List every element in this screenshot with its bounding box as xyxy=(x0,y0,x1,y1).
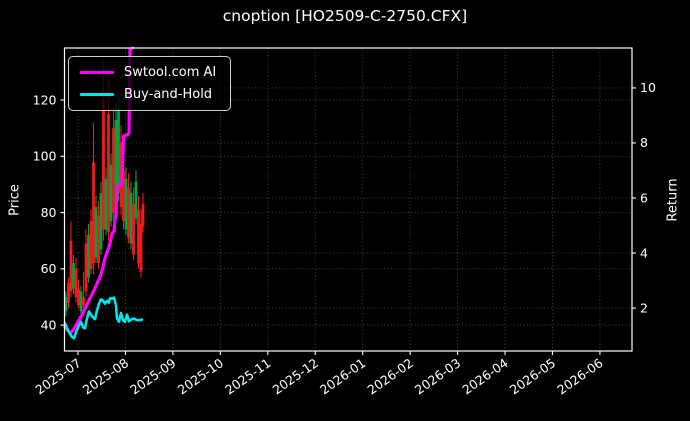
svg-text:10: 10 xyxy=(640,80,656,95)
svg-text:100: 100 xyxy=(33,149,57,164)
svg-text:40: 40 xyxy=(41,317,57,332)
svg-text:2025-11: 2025-11 xyxy=(222,355,273,397)
svg-text:2026-05: 2026-05 xyxy=(507,355,558,397)
svg-text:2025-08: 2025-08 xyxy=(80,355,131,397)
svg-text:8: 8 xyxy=(640,135,648,150)
svg-text:80: 80 xyxy=(41,205,57,220)
svg-text:2025-10: 2025-10 xyxy=(175,355,226,397)
legend-label: Buy-and-Hold xyxy=(124,87,213,102)
svg-text:2025-09: 2025-09 xyxy=(127,355,178,397)
legend-item-buy-and-hold: Buy-and-Hold xyxy=(80,87,216,102)
svg-text:4: 4 xyxy=(640,245,648,260)
chart-title: cnoption [HO2509-C-2750.CFX] xyxy=(222,7,468,25)
svg-text:2026-06: 2026-06 xyxy=(554,355,605,397)
svg-text:2025-07: 2025-07 xyxy=(32,355,83,397)
magenta-line-swatch-icon xyxy=(80,70,114,75)
svg-text:2026-03: 2026-03 xyxy=(412,355,463,397)
svg-text:2026-04: 2026-04 xyxy=(459,355,510,397)
svg-text:6: 6 xyxy=(640,190,648,205)
legend: Swtool.com AI Buy-and-Hold xyxy=(68,56,232,111)
legend-item-swtool-ai: Swtool.com AI xyxy=(80,65,216,80)
legend-label: Swtool.com AI xyxy=(124,65,217,80)
svg-text:60: 60 xyxy=(41,261,57,276)
svg-text:120: 120 xyxy=(33,92,57,107)
svg-text:2026-01: 2026-01 xyxy=(317,355,368,397)
svg-text:2: 2 xyxy=(640,300,648,315)
svg-text:2025-12: 2025-12 xyxy=(270,355,321,397)
cyan-line-swatch-icon xyxy=(80,92,114,97)
svg-text:2026-02: 2026-02 xyxy=(364,355,415,397)
